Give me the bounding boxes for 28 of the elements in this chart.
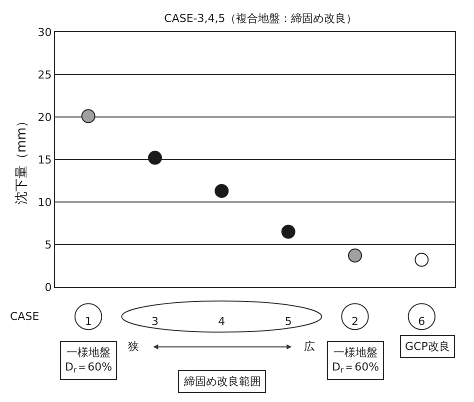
y-tick-label: 0 xyxy=(44,280,52,294)
chart-title: CASE-3,4,5（複合地盤：締固め改良） xyxy=(164,12,358,25)
point xyxy=(81,109,96,124)
x-tick-label: 6 xyxy=(418,315,426,328)
point xyxy=(281,224,296,239)
text: CASE xyxy=(10,310,40,323)
point xyxy=(214,184,229,198)
y-tick-label: 10 xyxy=(38,196,52,209)
y-tick-label: 15 xyxy=(38,153,52,166)
y-tick-label: 30 xyxy=(38,26,52,39)
point xyxy=(348,248,362,263)
text: GCP改良 xyxy=(405,340,450,353)
y-tick-label: 5 xyxy=(44,238,52,252)
y-axis-title: 沈下量（mm） xyxy=(14,114,30,205)
text: 一様地盤 D$_{r}$＝60% xyxy=(65,346,112,375)
x-tick-label: 4 xyxy=(218,315,226,328)
x-tick-label: 1 xyxy=(84,315,92,328)
text: 一様地盤 D$_{r}$＝60% xyxy=(332,346,380,375)
text: 狭 xyxy=(128,340,139,353)
text: 締固め改良範囲 xyxy=(183,375,261,388)
x-tick-label: 3 xyxy=(152,315,158,328)
x-tick-label: 5 xyxy=(284,315,292,328)
point xyxy=(414,252,429,267)
point xyxy=(148,150,162,165)
y-tick-label: 25 xyxy=(38,68,52,82)
text: 広 xyxy=(304,340,315,353)
x-tick-label: 2 xyxy=(352,315,358,328)
y-tick-label: 20 xyxy=(38,110,52,124)
